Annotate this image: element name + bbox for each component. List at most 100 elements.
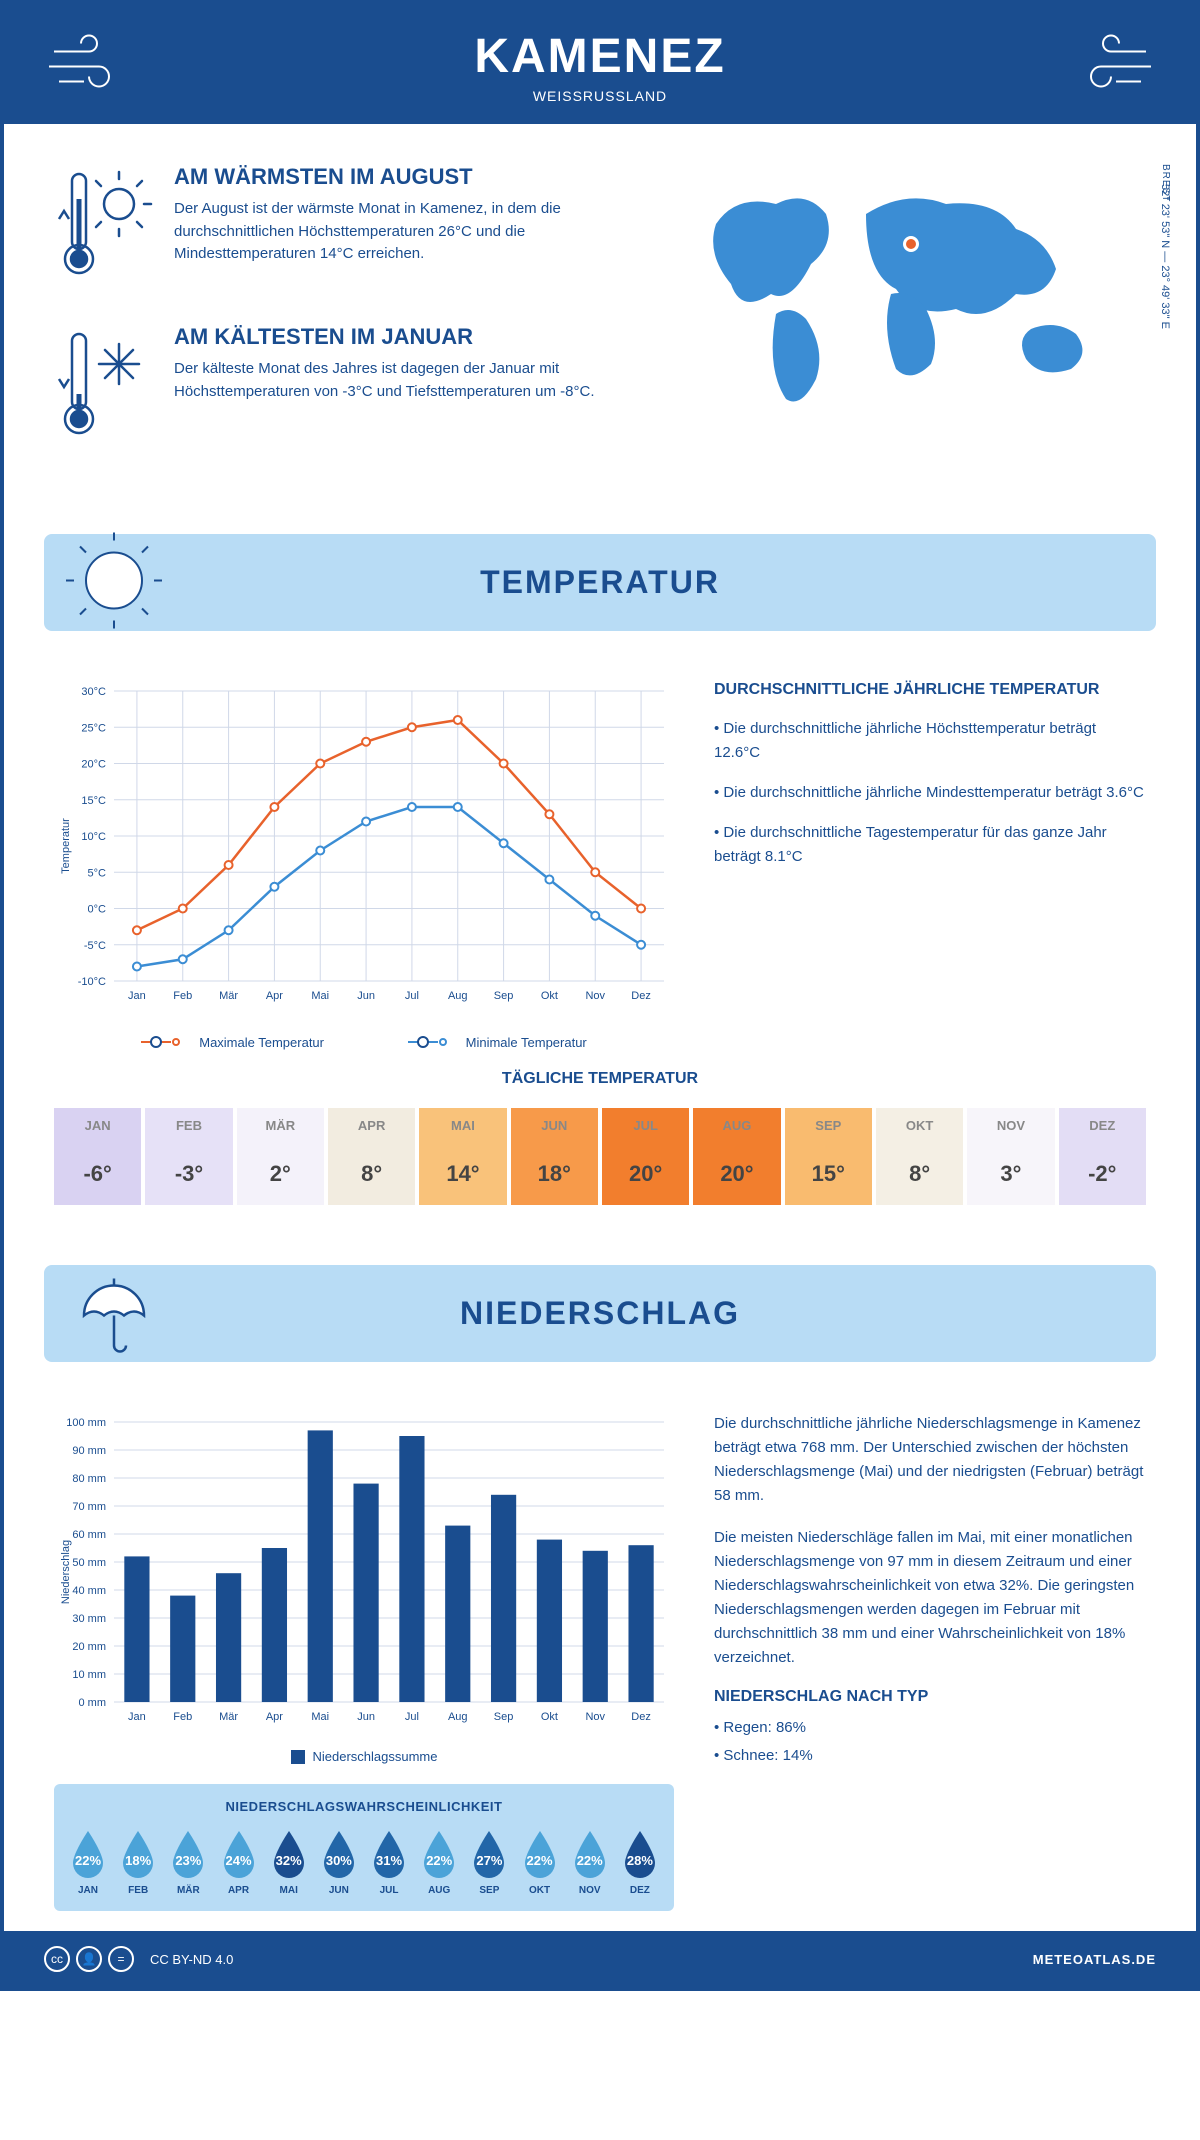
svg-text:Mai: Mai [311,990,329,1002]
svg-text:Mär: Mär [219,990,238,1002]
header: KAMENEZ WEISSRUSSLAND [4,4,1196,124]
warmest-title: AM WÄRMSTEN IM AUGUST [174,164,646,190]
daily-temp-month: JUN [511,1108,598,1143]
daily-temp-table: TÄGLICHE TEMPERATUR JANFEBMÄRAPRMAIJUNJU… [4,1070,1196,1245]
coldest-text: Der kälteste Monat des Jahres ist dagege… [174,358,646,403]
precip-prob-drop: 22%JAN [69,1829,107,1896]
svg-text:Jul: Jul [405,990,419,1002]
svg-text:30°C: 30°C [81,686,106,698]
svg-text:Okt: Okt [541,1711,558,1723]
precip-prob-drop: 30%JUN [320,1829,358,1896]
footer: cc 👤 = CC BY-ND 4.0 METEOATLAS.DE [4,1931,1196,1987]
precip-type-item: • Regen: 86% [714,1716,1146,1740]
svg-text:0 mm: 0 mm [79,1697,107,1709]
thermometer-sun-icon [54,164,154,289]
svg-text:30 mm: 30 mm [72,1613,106,1625]
daily-temp-month: JUL [602,1108,689,1143]
svg-text:Jan: Jan [128,1711,146,1723]
world-map: BREST 52° 23' 53" N — 23° 49' 33" E [686,164,1146,484]
precip-prob-drop: 28%DEZ [621,1829,659,1896]
daily-temp-month: MÄR [237,1108,324,1143]
svg-text:10 mm: 10 mm [72,1669,106,1681]
daily-temp-value: 8° [328,1143,415,1205]
precip-prob-drop: 27%SEP [470,1829,508,1896]
daily-temp-month: OKT [876,1108,963,1143]
temp-stats-heading: DURCHSCHNITTLICHE JÄHRLICHE TEMPERATUR [714,681,1146,699]
daily-temp-month: AUG [693,1108,780,1143]
country-label: WEISSRUSSLAND [4,88,1196,104]
precip-p2: Die meisten Niederschläge fallen im Mai,… [714,1526,1146,1670]
thermometer-snow-icon [54,324,154,449]
temp-stat-item: • Die durchschnittliche Tagestemperatur … [714,821,1146,869]
svg-text:Feb: Feb [173,1711,192,1723]
precip-prob-drop: 22%AUG [420,1829,458,1896]
daily-temp-value: 2° [237,1143,324,1205]
warmest-fact: AM WÄRMSTEN IM AUGUST Der August ist der… [54,164,646,289]
daily-temp-month: MAI [419,1108,506,1143]
svg-text:Jun: Jun [357,990,375,1002]
cc-icon: cc [44,1946,70,1972]
svg-text:80 mm: 80 mm [72,1473,106,1485]
daily-temp-value: 8° [876,1143,963,1205]
umbrella-icon [64,1261,164,1366]
precip-prob-drop: 18%FEB [119,1829,157,1896]
svg-text:70 mm: 70 mm [72,1501,106,1513]
svg-text:25°C: 25°C [81,722,106,734]
precip-prob-drop: 32%MAI [270,1829,308,1896]
svg-text:20 mm: 20 mm [72,1641,106,1653]
svg-text:Sep: Sep [494,990,514,1002]
svg-text:15°C: 15°C [81,795,106,807]
coldest-fact: AM KÄLTESTEN IM JANUAR Der kälteste Mona… [54,324,646,449]
svg-text:100 mm: 100 mm [66,1417,106,1429]
svg-text:Niederschlag: Niederschlag [60,1539,72,1603]
nd-icon: = [108,1946,134,1972]
temp-legend: Maximale Temperatur Minimale Temperatur [54,1031,674,1050]
svg-text:Feb: Feb [173,990,192,1002]
daily-temp-value: -2° [1059,1143,1146,1205]
section-header-temp: TEMPERATUR [44,534,1156,631]
svg-text:10°C: 10°C [81,831,106,843]
site-name: METEOATLAS.DE [1033,1952,1156,1967]
warmest-text: Der August ist der wärmste Monat in Kame… [174,198,646,266]
svg-text:Aug: Aug [448,1711,468,1723]
svg-text:Temperatur: Temperatur [60,818,72,874]
temp-stat-item: • Die durchschnittliche jährliche Höchst… [714,717,1146,765]
precip-legend: Niederschlagssumme [54,1749,674,1765]
svg-text:50 mm: 50 mm [72,1557,106,1569]
svg-text:60 mm: 60 mm [72,1529,106,1541]
svg-text:0°C: 0°C [88,904,107,916]
prob-heading: NIEDERSCHLAGSWAHRSCHEINLICHKEIT [69,1799,659,1814]
precip-type-item: • Schnee: 14% [714,1744,1146,1768]
by-icon: 👤 [76,1946,102,1972]
precipitation-bar-chart: 0 mm10 mm20 mm30 mm40 mm50 mm60 mm70 mm8… [54,1412,674,1912]
svg-text:Apr: Apr [266,990,283,1002]
section-header-precip: NIEDERSCHLAG [44,1265,1156,1362]
svg-text:Dez: Dez [631,990,651,1002]
svg-text:Jun: Jun [357,1711,375,1723]
temperature-line-chart: -10°C-5°C0°C5°C10°C15°C20°C25°C30°CJanFe… [54,681,674,1050]
svg-text:-10°C: -10°C [78,976,106,988]
daily-temp-month: DEZ [1059,1108,1146,1143]
license: cc 👤 = CC BY-ND 4.0 [44,1946,233,1972]
precip-prob-drop: 24%APR [220,1829,258,1896]
sun-icon [64,530,164,635]
svg-text:-5°C: -5°C [84,940,106,952]
daily-temp-month: FEB [145,1108,232,1143]
svg-text:Aug: Aug [448,990,468,1002]
svg-text:Jan: Jan [128,990,146,1002]
daily-temp-value: -6° [54,1143,141,1205]
svg-text:Nov: Nov [585,1711,605,1723]
daily-temp-value: -3° [145,1143,232,1205]
temp-stats: DURCHSCHNITTLICHE JÄHRLICHE TEMPERATUR •… [714,681,1146,1050]
svg-text:5°C: 5°C [88,867,107,879]
precip-type-heading: NIEDERSCHLAG NACH TYP [714,1688,1146,1706]
temp-heading: TEMPERATUR [44,564,1156,601]
precip-prob-drop: 31%JUL [370,1829,408,1896]
legend-max: Maximale Temperatur [199,1035,324,1050]
precip-prob-drop: 22%OKT [521,1829,559,1896]
daily-temp-value: 3° [967,1143,1054,1205]
svg-text:Mär: Mär [219,1711,238,1723]
wind-icon [1066,32,1156,97]
svg-text:Apr: Apr [266,1711,283,1723]
daily-temp-month: SEP [785,1108,872,1143]
